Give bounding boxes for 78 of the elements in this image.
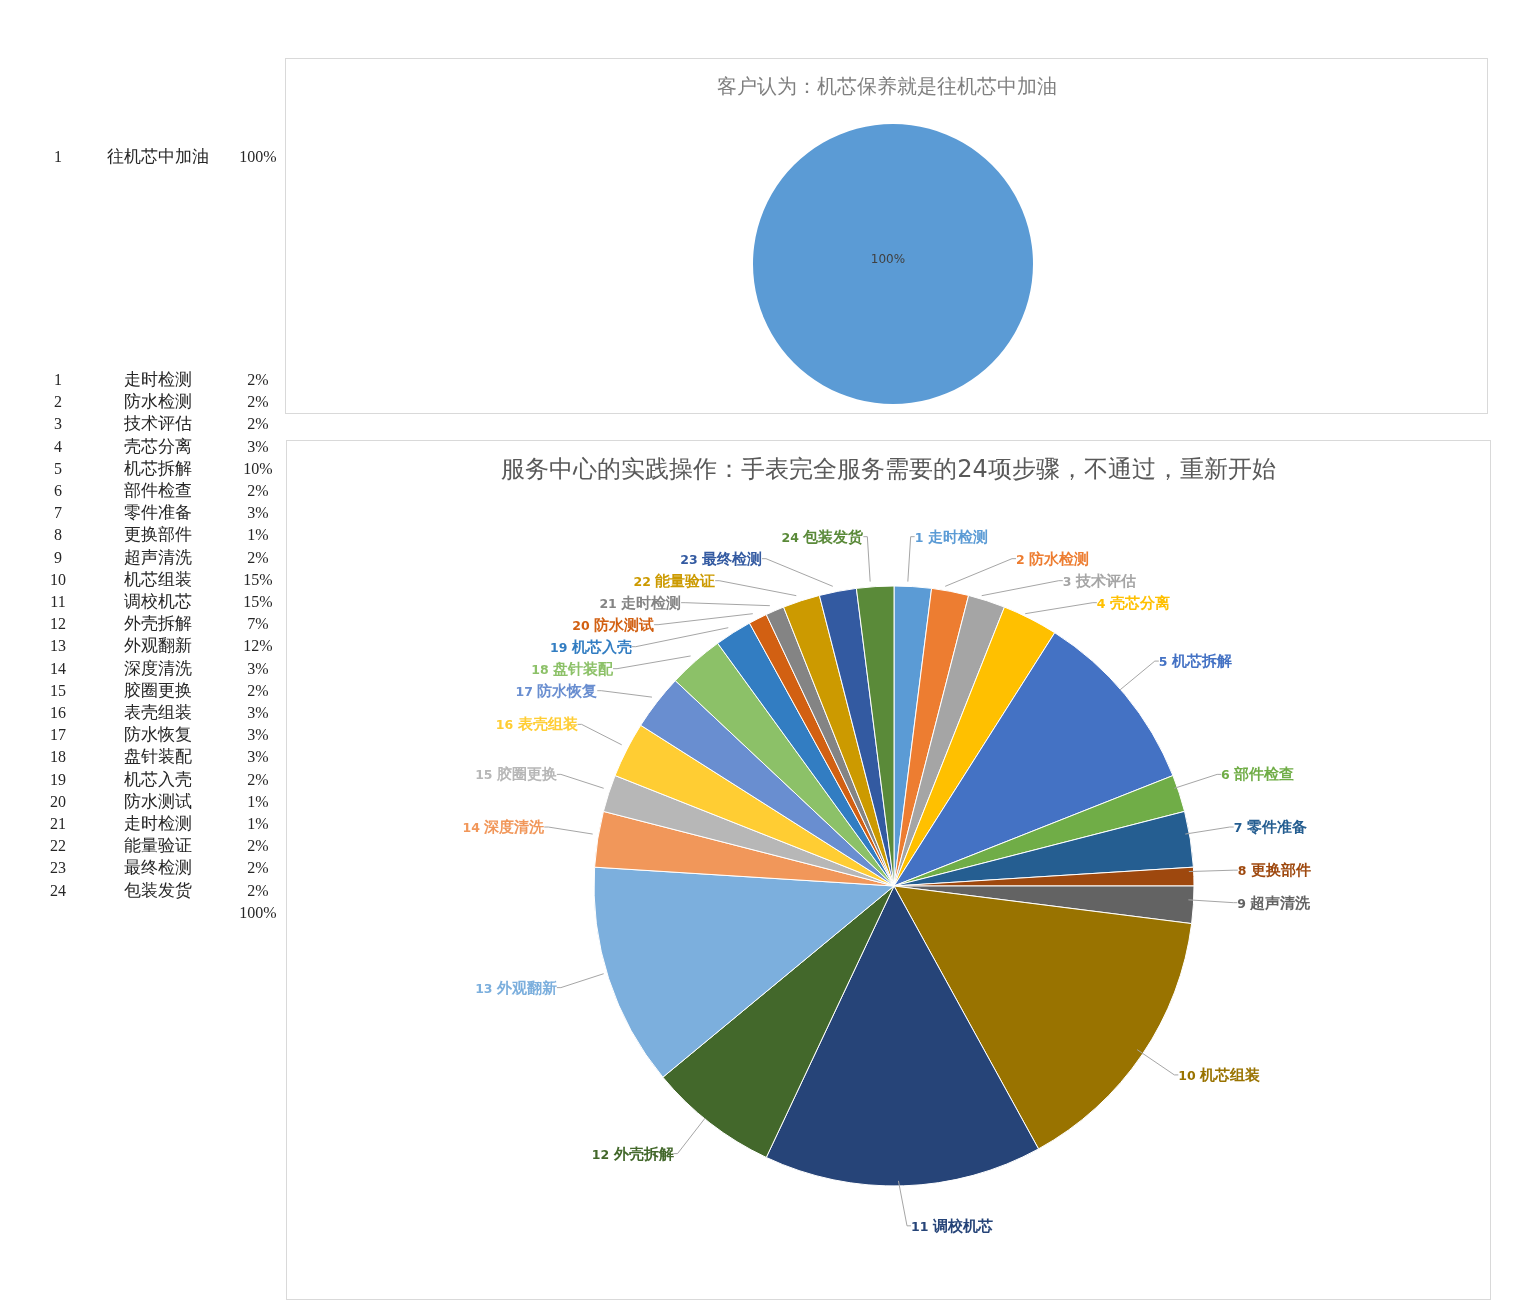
text: 2% xyxy=(246,481,270,501)
slice-label: 5 机芯拆解 xyxy=(1158,652,1232,671)
text: 2% xyxy=(246,858,270,879)
category-label: 23 最终检测 xyxy=(50,858,192,878)
category-label: 17 防水恢复 xyxy=(50,725,192,745)
text: 3% xyxy=(246,503,270,524)
slice-label: 21 走时检测 xyxy=(599,593,682,612)
category-label: 11 调校机芯 xyxy=(50,592,192,611)
text: 2% xyxy=(246,370,270,390)
slice-label: 1 走时检测 xyxy=(914,527,988,546)
text: 3% xyxy=(246,658,270,679)
text: 2% xyxy=(246,680,270,701)
category-label: 20 防水测试 xyxy=(50,791,192,811)
text: 7% xyxy=(246,614,270,635)
text: 3% xyxy=(246,436,270,457)
text: 2% xyxy=(246,392,270,413)
text: 10% xyxy=(242,458,274,479)
slice-label: 12 外壳拆解 xyxy=(591,1144,674,1163)
category-label: 12 外壳拆解 xyxy=(50,614,192,634)
slice-label: 6 部件检查 xyxy=(1221,765,1295,784)
slice-label: 8 更换部件 xyxy=(1237,861,1311,880)
slice-label: 19 机芯入壳 xyxy=(550,637,632,656)
text: 3% xyxy=(246,703,270,723)
text: 15% xyxy=(242,569,274,590)
category-label: 3 技术评估 xyxy=(54,414,192,434)
slice-label: 23 最终检测 xyxy=(680,549,762,568)
slice-label: 4 壳芯分离 xyxy=(1096,593,1170,612)
category-label: 1 往机芯中加油 xyxy=(54,147,209,166)
category-label: 14 深度清洗 xyxy=(50,658,192,678)
slice-label: 13 外观翻新 xyxy=(475,978,557,997)
text: 2% xyxy=(246,769,270,790)
category-label: 13 外观翻新 xyxy=(50,636,192,656)
category-label: 2 防水检测 xyxy=(54,392,192,412)
slice-label: 16 表壳组装 xyxy=(495,715,578,734)
slice-label: 22 能量验证 xyxy=(633,571,716,590)
text: 2% xyxy=(246,547,270,568)
slice-label: 14 深度清洗 xyxy=(462,818,546,837)
text: 2% xyxy=(246,836,270,857)
slice-label: 7 零件准备 xyxy=(1233,818,1307,837)
category-label: 22 能量验证 xyxy=(50,836,192,856)
slice-label: 10 机芯组装 xyxy=(1178,1065,1261,1084)
slice-label: 20 防水测试 xyxy=(572,615,655,634)
slice-label: 15 胶圈更换 xyxy=(475,765,557,784)
text: 3% xyxy=(246,747,270,768)
category-label: 15 胶圈更换 xyxy=(50,680,192,700)
data-label: 100% xyxy=(870,252,906,266)
category-label: 7 零件准备 xyxy=(54,503,192,523)
slice-label: 11 调校机芯 xyxy=(911,1216,993,1235)
category-label: 5 机芯拆解 xyxy=(54,458,192,478)
category-label: 19 机芯入壳 xyxy=(50,769,192,789)
category-label: 24 包装发货 xyxy=(50,880,192,900)
text: 2% xyxy=(246,880,270,901)
text: 1% xyxy=(246,525,270,546)
slice-label: 2 防水检测 xyxy=(1016,549,1090,568)
category-label: 16 表壳组装 xyxy=(50,703,192,722)
text: 3% xyxy=(246,725,270,746)
text: 2% xyxy=(246,414,270,435)
slice-label: 18 盘针装配 xyxy=(531,659,615,678)
text: 100% xyxy=(238,902,278,923)
chart-title: 客户认为：机芯保养就是往机芯中加油 xyxy=(715,73,1058,100)
slice-label: 17 防水恢复 xyxy=(515,681,598,700)
text: 1% xyxy=(246,814,270,834)
chart-title: 服务中心的实践操作：手表完全服务需要的24项步骤，不通过，重新开始 xyxy=(500,454,1277,485)
slice-label: 3 技术评估 xyxy=(1062,571,1136,590)
category-label: 21 走时检测 xyxy=(50,814,192,833)
category-label: 6 部件检查 xyxy=(54,481,192,500)
category-label: 9 超声清洗 xyxy=(54,547,192,567)
category-label: 4 壳芯分离 xyxy=(54,436,192,456)
text: 1% xyxy=(246,791,270,812)
text: 15% xyxy=(242,592,274,612)
category-label: 1 走时检测 xyxy=(54,370,192,389)
text: 100% xyxy=(239,148,277,165)
text: 12% xyxy=(242,636,274,657)
category-label: 10 机芯组装 xyxy=(50,569,192,589)
slice-label: 9 超声清洗 xyxy=(1237,893,1312,912)
slice-label: 24 包装发货 xyxy=(781,527,865,546)
category-label: 8 更换部件 xyxy=(54,525,192,545)
category-label: 18 盘针装配 xyxy=(50,747,192,767)
